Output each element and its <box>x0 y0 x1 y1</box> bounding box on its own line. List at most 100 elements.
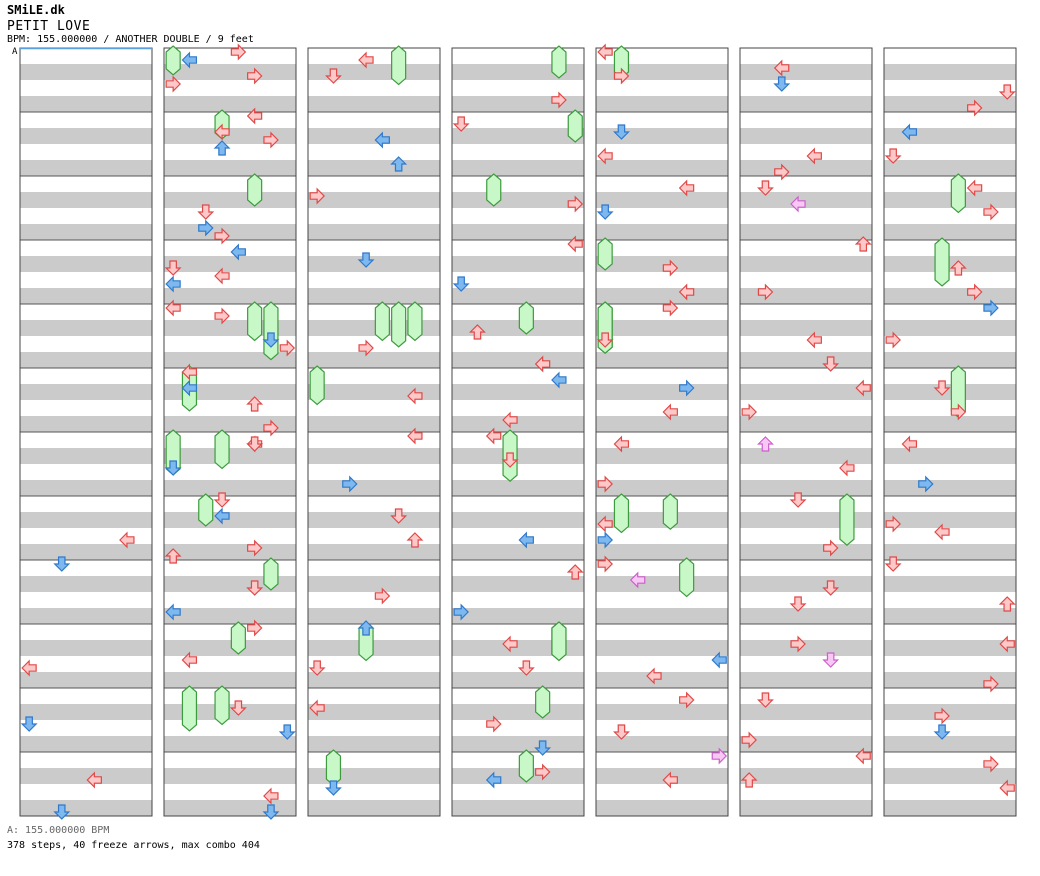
beat-band <box>740 704 872 720</box>
beat-band <box>884 416 1016 432</box>
beat-band <box>740 192 872 208</box>
step-arrow-icon <box>518 531 534 549</box>
step-arrow-icon <box>983 675 999 693</box>
beat-band <box>452 288 584 304</box>
freeze-arrow-icon <box>247 301 263 342</box>
beat-band <box>740 64 872 80</box>
beat-band <box>884 224 1016 240</box>
beat-band <box>596 256 728 272</box>
beat-band <box>452 736 584 752</box>
step-arrow-icon <box>165 75 181 93</box>
step-arrow-icon <box>325 68 342 84</box>
beat-band <box>452 512 584 528</box>
step-arrow-icon <box>711 651 727 669</box>
step-arrow-icon <box>230 43 247 61</box>
freeze-arrow-icon <box>198 493 214 527</box>
step-arrow-icon <box>885 331 901 349</box>
freeze-arrow-icon <box>934 237 950 287</box>
step-arrow-icon <box>646 667 662 685</box>
beat-band <box>308 416 440 432</box>
beat-band <box>308 480 440 496</box>
step-arrow-icon <box>790 635 806 653</box>
beat-band <box>308 672 440 688</box>
beat-band <box>452 640 584 656</box>
beat-band <box>308 640 440 656</box>
beat-band <box>884 288 1016 304</box>
step-arrow-icon <box>678 283 695 301</box>
beat-band <box>452 96 584 112</box>
step-arrow-icon <box>773 76 791 92</box>
step-arrow-icon <box>679 379 695 397</box>
step-arrow-icon <box>374 131 390 149</box>
beat-band <box>164 640 296 656</box>
step-arrow-icon <box>855 747 871 765</box>
step-arrow-icon <box>596 332 614 348</box>
beat-band <box>740 384 872 400</box>
step-arrow-icon <box>214 227 230 245</box>
beat-band <box>596 576 728 592</box>
step-arrow-icon <box>325 780 342 796</box>
freeze-arrow-icon <box>839 493 855 546</box>
beat-band <box>452 608 584 624</box>
step-arrow-icon <box>164 548 182 564</box>
beat-band <box>452 416 584 432</box>
freeze-arrow-icon <box>613 493 630 534</box>
beat-band <box>884 768 1016 784</box>
freeze-arrow-icon <box>567 109 583 143</box>
beat-band <box>740 448 872 464</box>
beat-band <box>164 224 296 240</box>
beat-band <box>740 512 872 528</box>
freeze-arrow-icon <box>165 45 181 76</box>
step-arrow-icon <box>485 771 502 789</box>
chart-column <box>307 47 441 817</box>
step-arrow-icon <box>967 283 983 301</box>
site-brand: SMiLE.dk <box>7 3 65 17</box>
step-arrow-icon <box>679 691 695 709</box>
step-arrow-icon <box>390 508 408 524</box>
step-arrow-icon <box>502 635 518 653</box>
beat-band <box>20 608 152 624</box>
freeze-arrow-icon <box>181 685 198 732</box>
beat-band <box>596 672 728 688</box>
step-arrow-icon <box>596 204 614 220</box>
beat-band <box>596 288 728 304</box>
step-arrow-icon <box>501 452 519 468</box>
freeze-arrow-icon <box>597 237 613 271</box>
beat-band <box>884 448 1016 464</box>
beat-band <box>884 704 1016 720</box>
step-arrow-icon <box>885 515 901 533</box>
step-arrow-icon <box>998 596 1016 612</box>
beat-band <box>20 704 152 720</box>
freeze-arrow-icon <box>309 365 325 406</box>
step-arrow-icon <box>597 515 613 533</box>
step-arrow-icon <box>901 435 918 453</box>
step-arrow-icon <box>247 67 263 85</box>
beat-band <box>596 192 728 208</box>
step-arrow-icon <box>164 260 182 276</box>
beat-band <box>740 96 872 112</box>
step-arrow-icon <box>822 580 840 596</box>
step-arrow-icon <box>246 396 264 412</box>
beat-band <box>164 544 296 560</box>
beat-band <box>452 800 584 816</box>
beat-band <box>308 608 440 624</box>
step-arrow-icon <box>246 436 264 452</box>
step-arrow-icon <box>934 707 950 725</box>
beat-band <box>164 800 296 816</box>
beat-band <box>740 160 872 176</box>
step-arrow-icon <box>390 156 408 172</box>
beat-band <box>308 288 440 304</box>
step-arrow-icon <box>309 187 325 205</box>
beat-band <box>20 800 152 816</box>
beat-band <box>20 576 152 592</box>
beat-band <box>164 416 296 432</box>
step-arrow-icon <box>822 356 840 372</box>
step-arrow-icon <box>551 371 567 389</box>
beat-band <box>164 608 296 624</box>
beat-band <box>452 480 584 496</box>
step-arrow-icon <box>662 299 679 317</box>
chart-info: BPM: 155.000000 / ANOTHER DOUBLE / 9 fee… <box>7 34 254 45</box>
beat-band <box>20 480 152 496</box>
freeze-arrow-icon <box>679 557 695 598</box>
step-arrow-icon <box>358 51 374 69</box>
